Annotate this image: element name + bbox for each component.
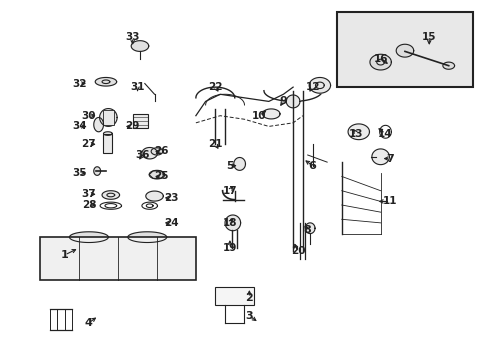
Text: 32: 32 — [72, 78, 86, 89]
Text: 29: 29 — [125, 121, 140, 131]
Polygon shape — [151, 148, 163, 155]
Bar — [336, 12, 472, 87]
Polygon shape — [131, 41, 148, 51]
Text: 36: 36 — [135, 150, 149, 160]
Text: 24: 24 — [164, 218, 179, 228]
Text: 1: 1 — [61, 250, 68, 260]
Text: 10: 10 — [251, 111, 266, 121]
Text: 7: 7 — [386, 154, 393, 163]
Text: 5: 5 — [225, 161, 233, 171]
Text: 15: 15 — [421, 32, 436, 42]
Text: 4: 4 — [85, 318, 93, 328]
Bar — [102, 111, 114, 125]
Text: 35: 35 — [72, 168, 86, 178]
Text: 30: 30 — [81, 111, 96, 121]
Bar — [215, 287, 254, 305]
Polygon shape — [262, 109, 280, 119]
Text: 9: 9 — [279, 96, 287, 107]
Polygon shape — [127, 232, 166, 243]
Text: 14: 14 — [377, 129, 392, 139]
Text: 21: 21 — [208, 139, 222, 149]
Polygon shape — [94, 167, 101, 175]
Text: 19: 19 — [222, 243, 237, 253]
Text: 33: 33 — [125, 32, 140, 42]
Text: 8: 8 — [303, 225, 311, 235]
Bar — [103, 134, 112, 153]
Text: 28: 28 — [81, 200, 96, 210]
Polygon shape — [442, 62, 454, 69]
Polygon shape — [94, 117, 103, 132]
Text: 25: 25 — [154, 171, 169, 181]
Text: 20: 20 — [290, 247, 305, 256]
Polygon shape — [95, 77, 116, 86]
Polygon shape — [305, 223, 314, 234]
Polygon shape — [100, 109, 117, 126]
Polygon shape — [369, 54, 390, 70]
Text: 27: 27 — [81, 139, 96, 149]
Text: 17: 17 — [222, 186, 237, 196]
Text: 23: 23 — [164, 193, 179, 203]
Text: 31: 31 — [130, 82, 144, 92]
Polygon shape — [224, 215, 240, 231]
Text: 13: 13 — [348, 129, 363, 139]
Polygon shape — [149, 170, 164, 179]
Text: 26: 26 — [154, 147, 169, 157]
Text: 34: 34 — [72, 121, 86, 131]
Polygon shape — [102, 191, 119, 199]
Bar — [40, 237, 196, 280]
Polygon shape — [347, 124, 369, 140]
Polygon shape — [371, 149, 388, 165]
Text: 18: 18 — [222, 218, 237, 228]
Text: 37: 37 — [81, 189, 96, 199]
Polygon shape — [69, 232, 108, 243]
Text: 22: 22 — [208, 82, 222, 92]
Polygon shape — [145, 191, 163, 201]
Text: 6: 6 — [308, 161, 316, 171]
Text: 11: 11 — [382, 197, 397, 206]
Text: 2: 2 — [245, 293, 253, 303]
Polygon shape — [142, 148, 157, 159]
Polygon shape — [308, 77, 330, 93]
Text: 3: 3 — [245, 311, 253, 321]
Polygon shape — [233, 157, 245, 170]
Polygon shape — [395, 44, 413, 57]
Polygon shape — [103, 132, 112, 135]
Text: 12: 12 — [305, 82, 319, 92]
Bar — [132, 114, 148, 128]
Text: 16: 16 — [373, 54, 387, 64]
Polygon shape — [286, 95, 299, 108]
